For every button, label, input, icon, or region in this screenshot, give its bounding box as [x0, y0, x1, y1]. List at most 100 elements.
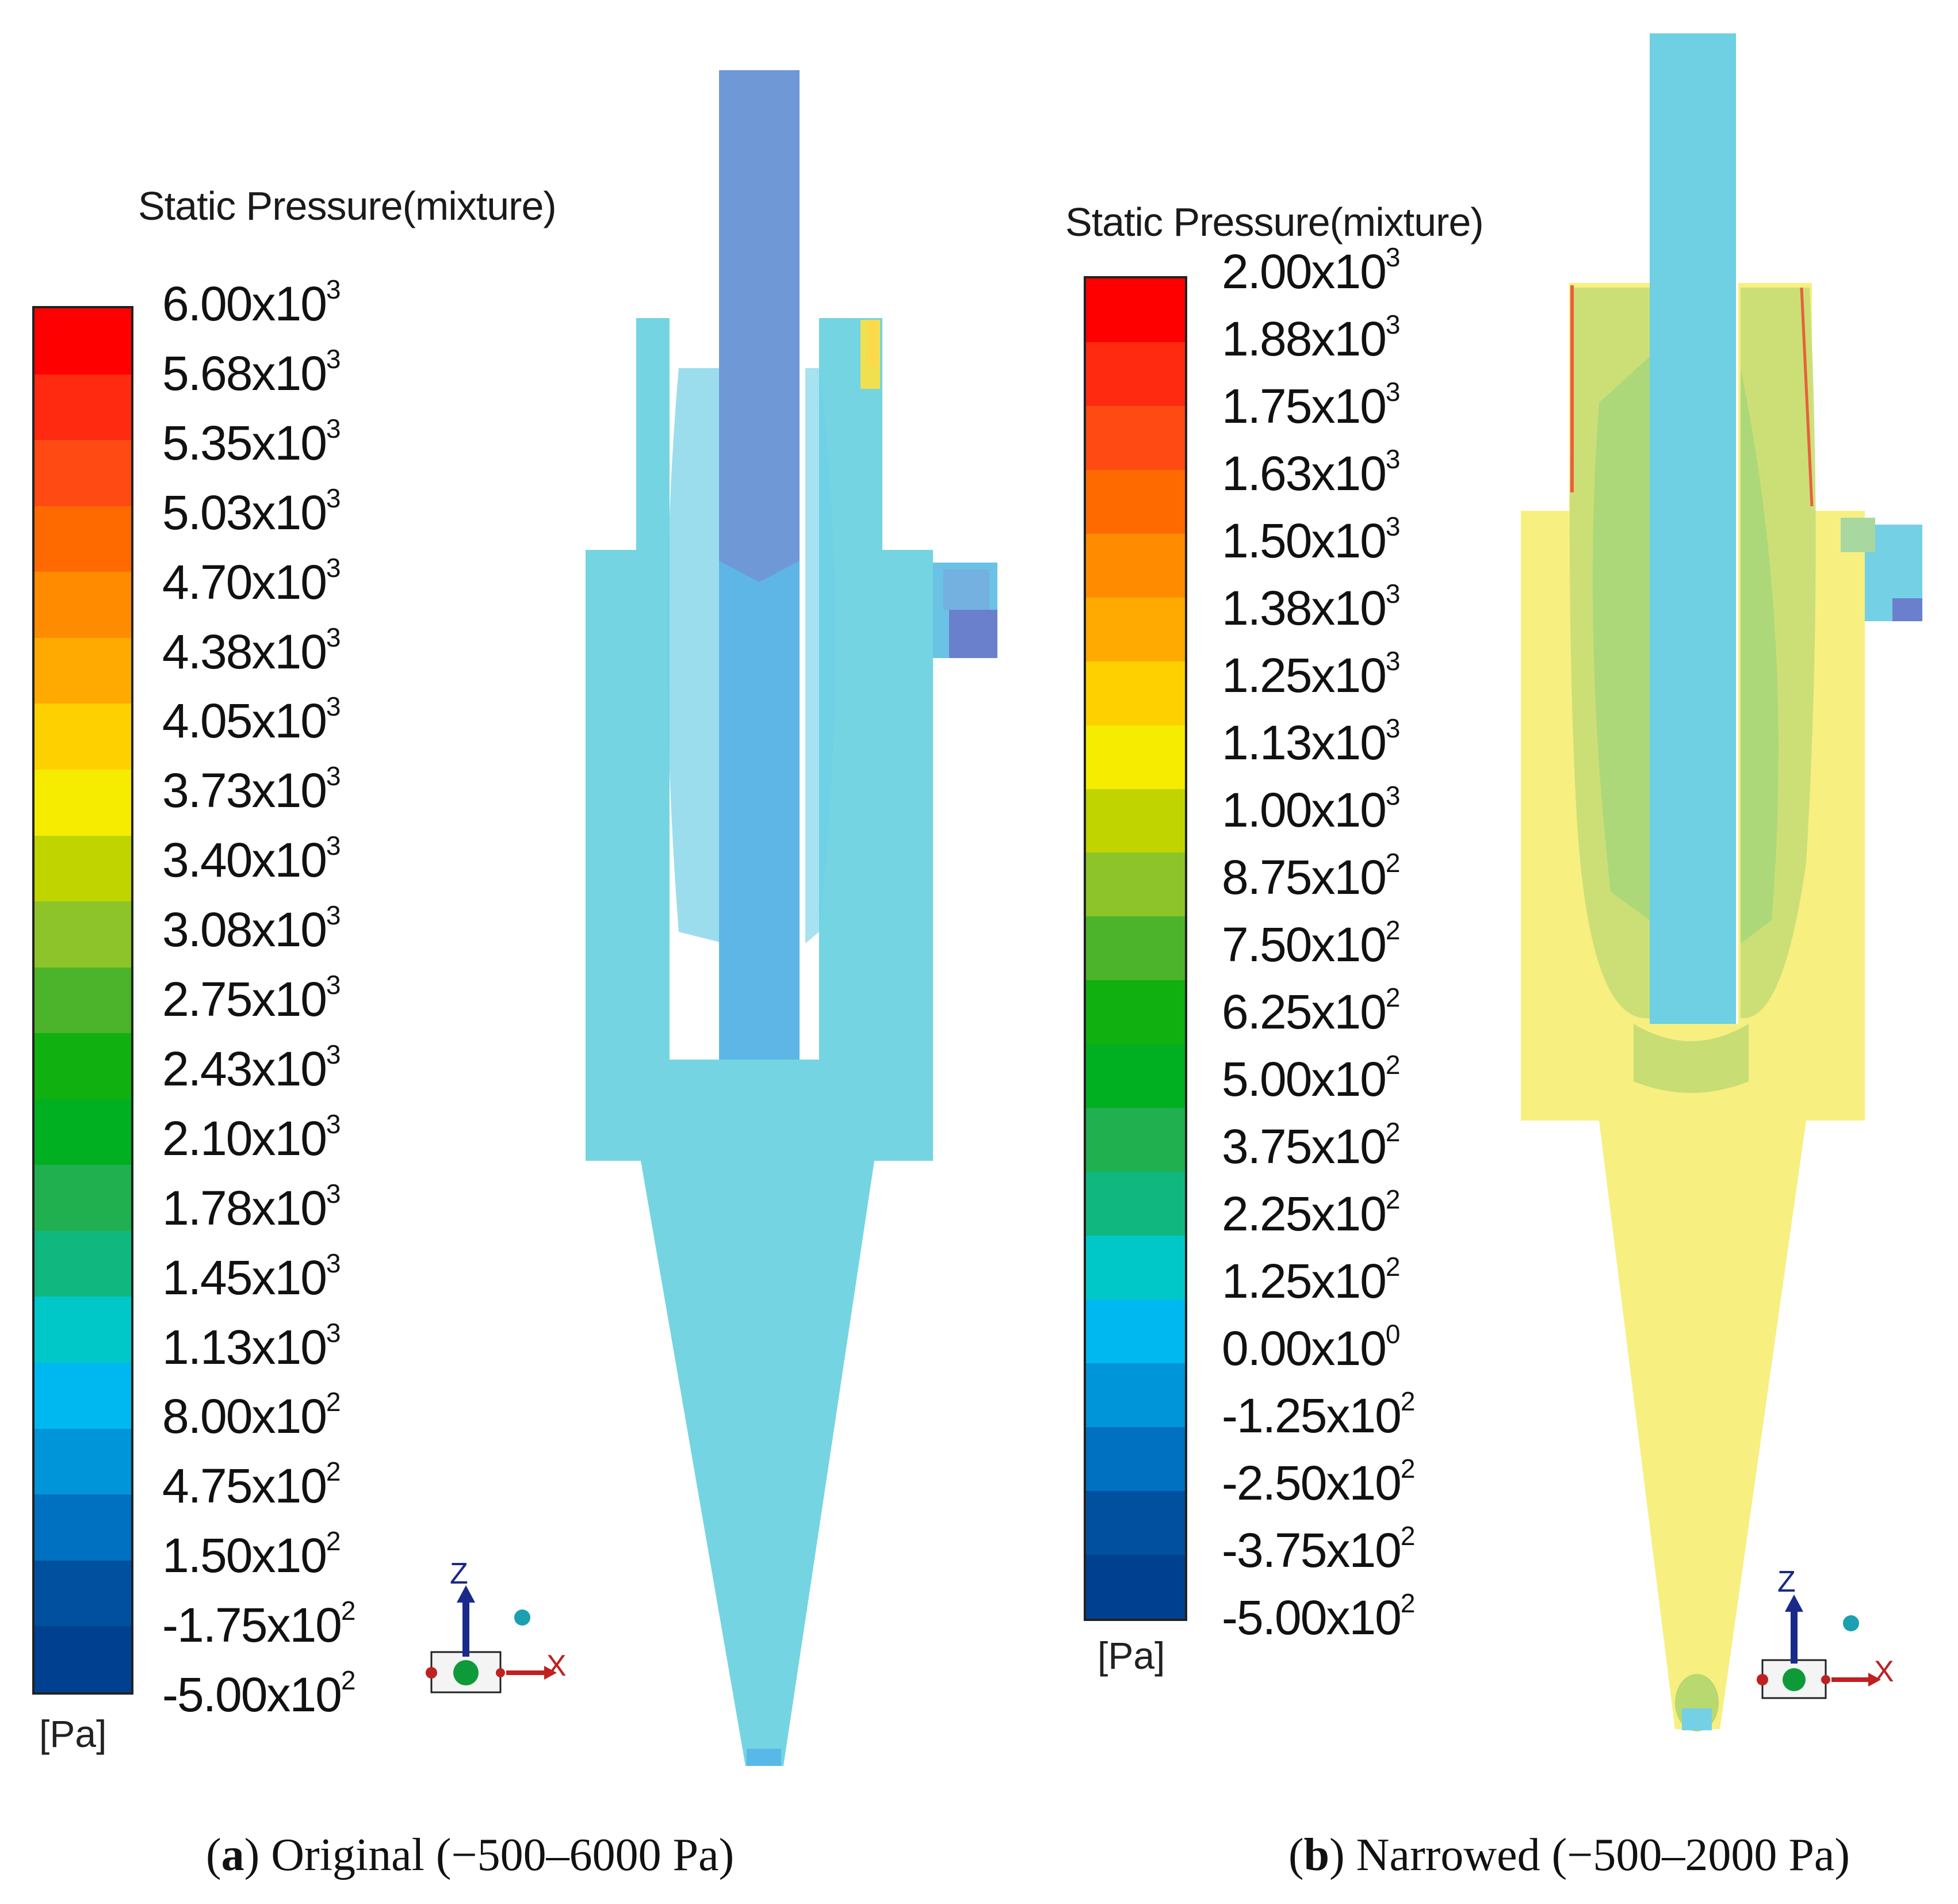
tick-label: 1.78x103 — [162, 1178, 341, 1235]
colorbar-band — [1086, 533, 1185, 598]
tick-label: 1.63x103 — [1222, 444, 1400, 500]
colorbar-band — [35, 1297, 131, 1363]
cyclone-contour-b — [1521, 33, 1922, 1731]
colorbar-band — [1086, 1172, 1185, 1236]
colorbar-band — [1086, 1299, 1185, 1363]
cyclone-contour-a — [586, 70, 997, 1766]
colorbar-band — [1086, 980, 1185, 1045]
tick-label: 6.00x103 — [162, 274, 341, 331]
colorbar-band — [35, 572, 131, 638]
tick-label: 8.75x102 — [1222, 848, 1400, 904]
tick-label: 1.25x103 — [1222, 646, 1400, 702]
vortex-region-a — [667, 368, 725, 943]
colorbar-band — [35, 1494, 131, 1561]
tick-label: 1.88x103 — [1222, 309, 1400, 366]
axis-z-label-a: Z — [450, 1557, 468, 1591]
axis-x-label-a: X — [546, 1649, 567, 1683]
colorbar-band — [35, 769, 131, 836]
colorbar-band — [1086, 725, 1185, 789]
colorbar-band — [1086, 597, 1185, 662]
colorbar-band — [1086, 278, 1185, 342]
vortex-finder-b — [1650, 33, 1736, 1024]
colorbar-band — [35, 967, 131, 1034]
colorbar-band — [35, 1033, 131, 1099]
colorbar-band — [35, 374, 131, 441]
colorbar-band — [35, 704, 131, 770]
axis-triad-b — [1757, 1595, 1881, 1699]
tick-label: 5.68x103 — [162, 343, 341, 400]
legend-title-b: Static Pressure(mixture) — [1065, 200, 1484, 244]
colorbar-band — [35, 1363, 131, 1429]
tick-label: 1.25x102 — [1222, 1252, 1400, 1308]
colorbar-band — [1086, 789, 1185, 853]
colorbar-band — [35, 1230, 131, 1297]
colorbar-band — [35, 506, 131, 572]
colorbar-band — [1086, 661, 1185, 725]
colorbar-band — [35, 440, 131, 506]
colorbar-band — [35, 1560, 131, 1627]
colorbar-band — [1086, 1044, 1185, 1108]
tick-label: 1.45x103 — [162, 1248, 341, 1305]
tick-label: 3.73x103 — [162, 761, 341, 818]
tick-label: 1.13x103 — [1222, 713, 1400, 770]
tick-label: -3.75x102 — [1222, 1521, 1415, 1577]
colorbar-band — [35, 308, 131, 374]
colorbar-band — [1086, 406, 1185, 470]
tick-label: 2.75x103 — [162, 970, 341, 1026]
axis-z-label-b: Z — [1777, 1565, 1796, 1599]
colorbar-band — [1086, 1363, 1185, 1427]
tick-label: 7.50x102 — [1222, 915, 1400, 972]
colorbar-band — [1086, 1108, 1185, 1172]
colorbar-b — [1084, 276, 1187, 1621]
axis-x-label-b: X — [1874, 1655, 1894, 1688]
colorbar-band — [35, 835, 131, 902]
tick-label: 2.25x102 — [1222, 1184, 1400, 1241]
tick-label: 4.05x103 — [162, 691, 341, 748]
tick-label: -5.00x102 — [1222, 1588, 1415, 1645]
panel-original: Static Pressure(mixture) 6.00x103 5.68x10… — [0, 0, 997, 1904]
colorbar-band — [1086, 1554, 1185, 1619]
colorbar-band — [1086, 342, 1185, 406]
colorbar-band — [1086, 1236, 1185, 1299]
tick-label: 1.00x103 — [1222, 781, 1400, 837]
caption-b: (b) Narrowed (−500–2000 Pa) — [1288, 1830, 1850, 1880]
tick-label: 4.38x103 — [162, 622, 341, 679]
tick-label: 3.40x103 — [162, 831, 341, 888]
legend-title-a: Static Pressure(mixture) — [138, 183, 557, 228]
tick-label: 1.50x102 — [162, 1526, 341, 1583]
tick-label: 1.38x103 — [1222, 579, 1400, 635]
colorbar-band — [35, 1626, 131, 1692]
tick-label: 5.03x103 — [162, 483, 341, 540]
tick-label: 5.35x103 — [162, 413, 341, 470]
colorbar-band — [1086, 1427, 1185, 1491]
tick-label: -5.00x102 — [162, 1665, 355, 1722]
colorbar-band — [35, 1165, 131, 1231]
colorbar-band — [1086, 852, 1185, 917]
tick-label: 1.13x103 — [162, 1317, 341, 1374]
colorbar-band — [35, 901, 131, 968]
colorbar-a — [32, 306, 133, 1695]
tick-label: 2.00x103 — [1222, 242, 1400, 299]
tick-label: 1.50x103 — [1222, 511, 1400, 568]
axis-triad-a — [426, 1585, 557, 1693]
tick-label: 0.00x100 — [1222, 1319, 1400, 1375]
colorbar-band — [1086, 1490, 1185, 1555]
tick-label: 1.75x103 — [1222, 377, 1400, 433]
colorbar-band — [1086, 469, 1185, 534]
panel-narrowed: Static Pressure(mixture) 2.00x103 1.88x10… — [978, 0, 1958, 1904]
tick-label: 8.00x102 — [162, 1387, 341, 1444]
unit-label-b: [Pa] — [1097, 1634, 1165, 1677]
colorbar-band — [35, 1428, 131, 1495]
cyclone-body-a — [586, 318, 933, 1766]
tick-label: -1.25x102 — [1222, 1386, 1415, 1443]
tick-label: 3.08x103 — [162, 900, 341, 957]
colorbar-band — [35, 637, 131, 704]
tick-label: 2.43x103 — [162, 1039, 341, 1096]
colorbar-band — [35, 1099, 131, 1165]
tick-label: 3.75x102 — [1222, 1117, 1400, 1173]
tick-label: -1.75x102 — [162, 1596, 355, 1653]
caption-a: (a) Original (−500–6000 Pa) — [206, 1830, 735, 1880]
tick-label: 5.00x102 — [1222, 1050, 1400, 1106]
tick-label: -2.50x102 — [1222, 1454, 1415, 1510]
unit-label-a: [Pa] — [39, 1712, 107, 1755]
